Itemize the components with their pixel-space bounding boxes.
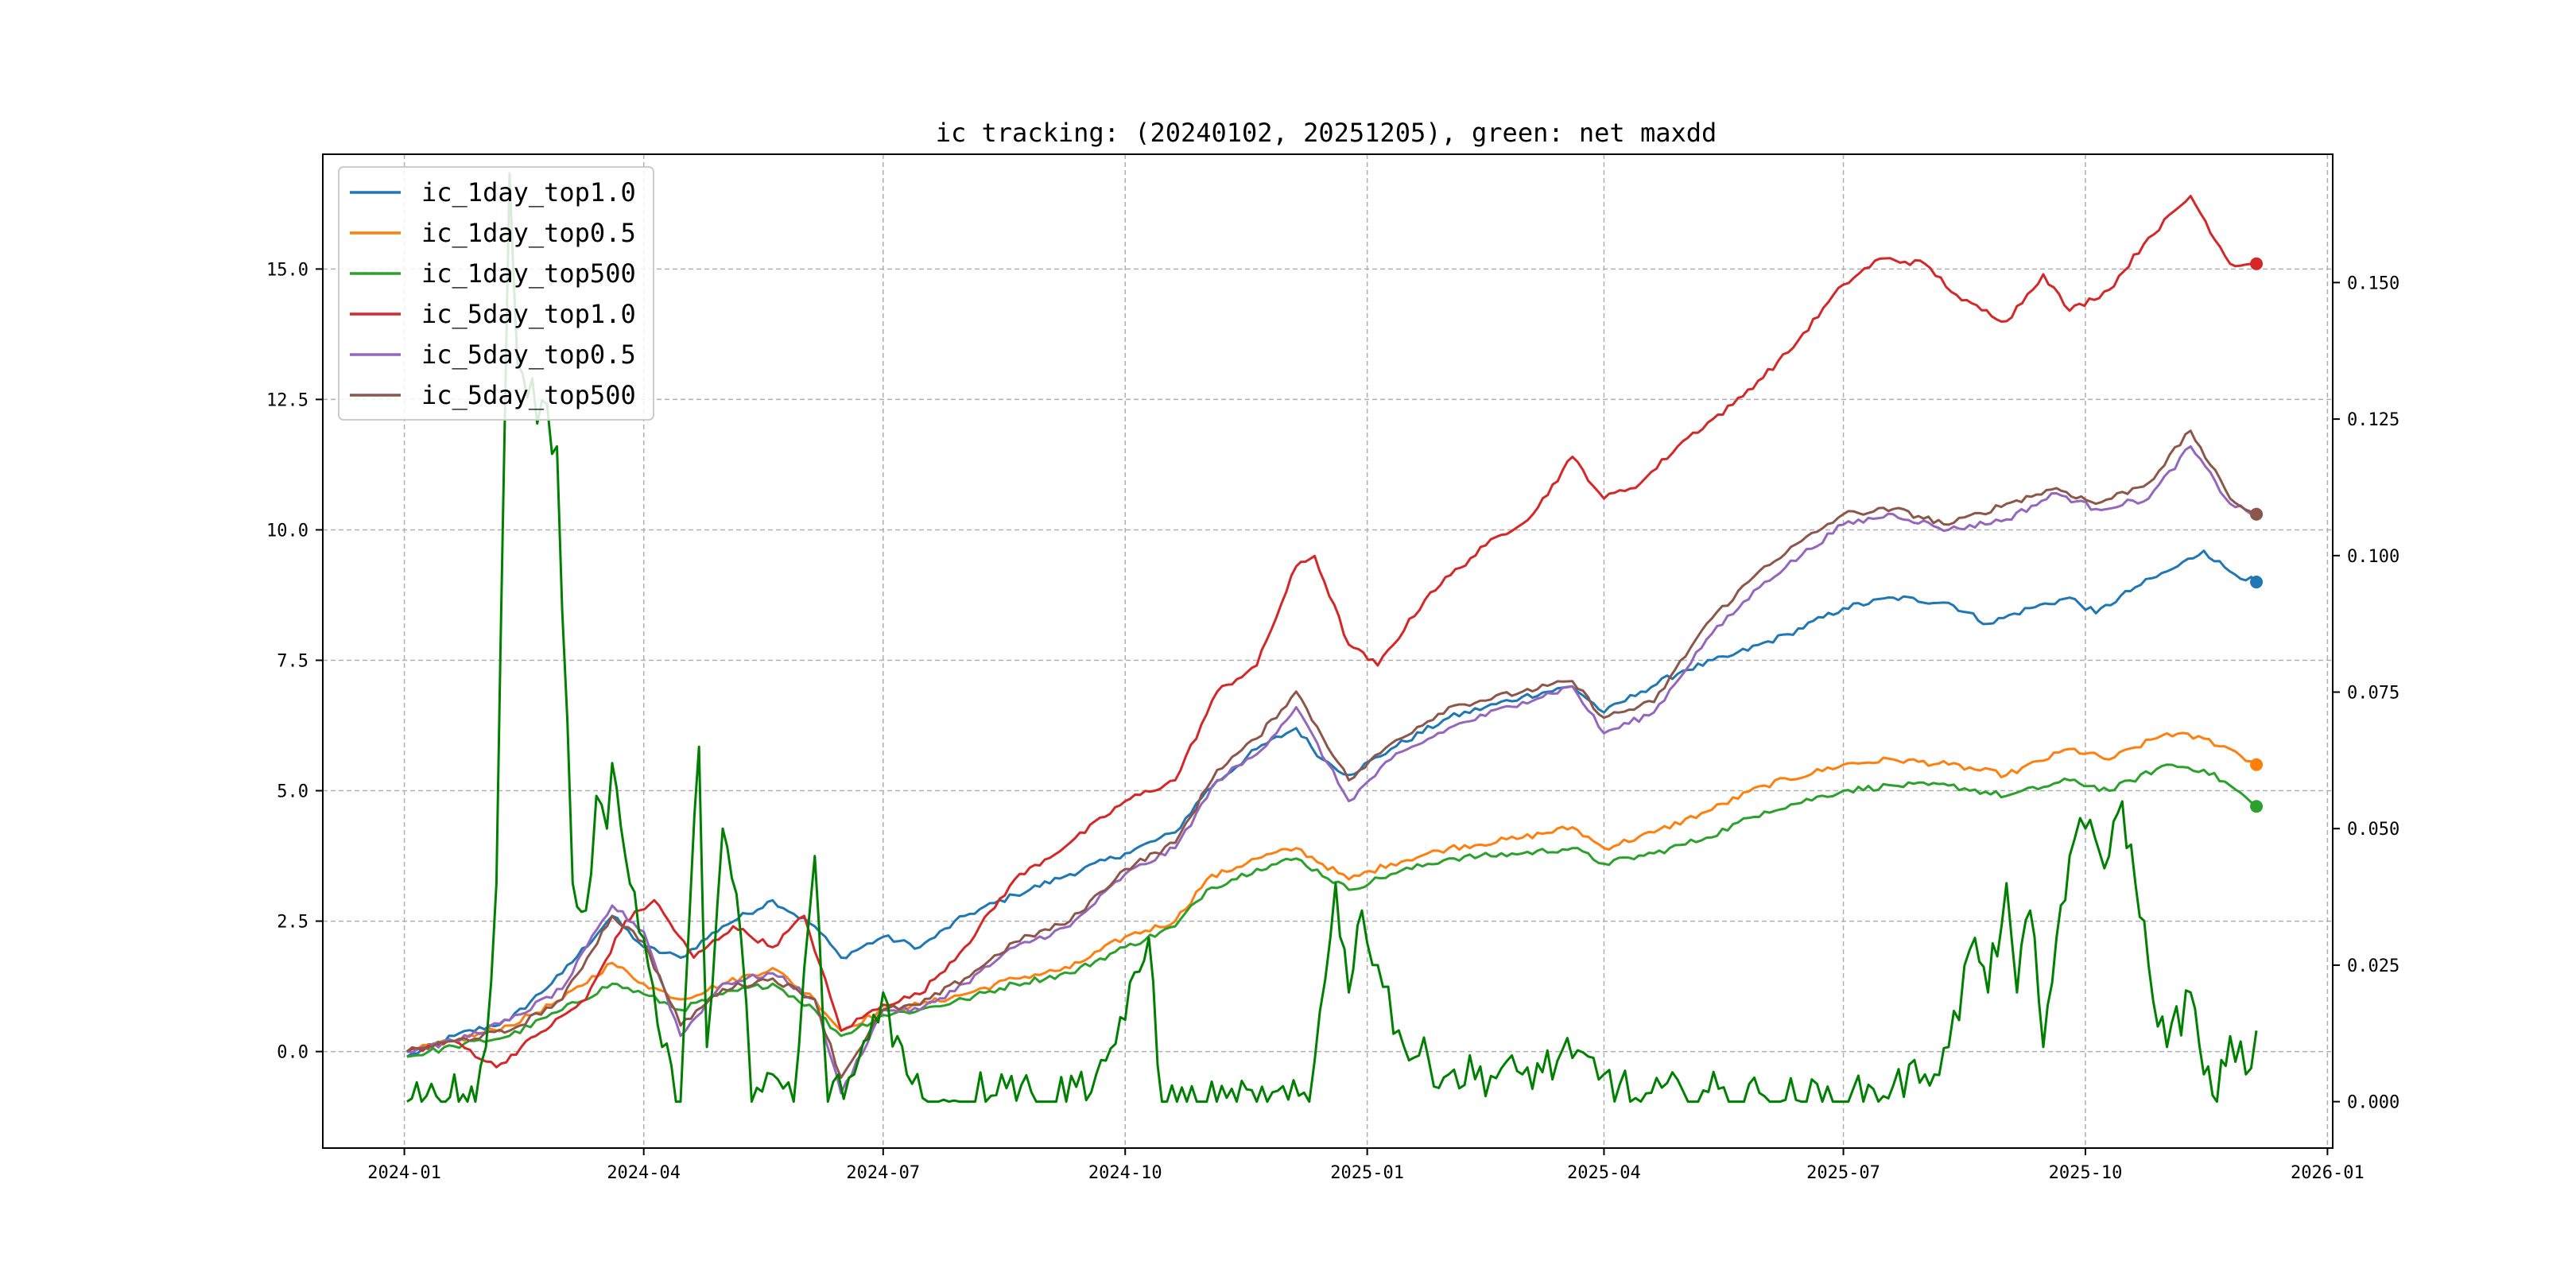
- legend-label: ic_5day_top1.0: [421, 299, 636, 329]
- y-tick-label-right: 0.150: [2347, 274, 2399, 293]
- series-line-ic-5day-top500: [405, 429, 2257, 1079]
- y-tick-label-right: 0.125: [2347, 410, 2399, 430]
- x-tick-label: 2025-04: [1567, 1163, 1641, 1183]
- series-end-marker: [2250, 257, 2264, 270]
- y-tick-label-right: 0.000: [2347, 1093, 2399, 1113]
- series-line-ic-5day-top0-5: [406, 445, 2257, 1095]
- y-axis-left: 0.0 2.5 5.0 7.5 10.0 12.5 15.0: [266, 260, 323, 1063]
- series-end-marker: [2250, 576, 2264, 589]
- x-tick-label: 2024-01: [367, 1163, 441, 1183]
- x-tick-label: 2024-07: [846, 1163, 920, 1183]
- legend-label: ic_1day_top500: [421, 258, 636, 289]
- series-line-ic-1day-top0-5: [406, 731, 2257, 1053]
- x-tick-label: 2026-01: [2291, 1163, 2365, 1183]
- y-tick-label-right: 0.050: [2347, 820, 2399, 840]
- series-lines: [405, 172, 2258, 1104]
- legend-label: ic_5day_top0.5: [421, 339, 636, 370]
- y-tick-label-right: 0.100: [2347, 547, 2399, 567]
- series-end-marker: [2250, 758, 2264, 771]
- y-tick-label-left: 0.0: [277, 1043, 308, 1063]
- end-markers: [2250, 257, 2264, 813]
- y-tick-label-left: 5.0: [277, 782, 308, 802]
- y-tick-label-left: 7.5: [277, 651, 308, 671]
- series-line-ic-1day-top1-0: [406, 549, 2258, 1058]
- legend-label: ic_1day_top1.0: [421, 177, 636, 208]
- y-tick-label-right: 0.025: [2347, 956, 2399, 976]
- legend-label: ic_1day_top0.5: [421, 218, 636, 248]
- plot-frame: [322, 153, 2334, 1149]
- series-line-net-maxdd: [406, 172, 2258, 1104]
- x-tick-label: 2024-10: [1088, 1163, 1162, 1183]
- y-axis-right: 0.000 0.025 0.050 0.075 0.100 0.125 0.150: [2333, 274, 2399, 1113]
- x-tick-label: 2025-10: [2049, 1163, 2123, 1183]
- series-end-marker: [2250, 800, 2264, 813]
- legend: ic_1day_top1.0 ic_1day_top0.5 ic_1day_top5…: [338, 166, 654, 421]
- x-tick-label: 2024-04: [607, 1163, 681, 1183]
- legend-label: ic_5day_top500: [421, 380, 636, 410]
- series-end-marker: [2250, 507, 2264, 521]
- x-axis: 2024-01 2024-04 2024-07 2024-10 2025-01 2025-…: [367, 1148, 2365, 1183]
- x-tick-label: 2025-07: [1806, 1163, 1880, 1183]
- x-tick-label: 2025-01: [1330, 1163, 1404, 1183]
- y-tick-label-left: 10.0: [266, 521, 308, 541]
- series-line-ic-5day-top1-0: [406, 195, 2257, 1069]
- chart-title: ic tracking: (20240102, 20251205), green…: [936, 118, 1717, 148]
- y-tick-label-left: 12.5: [266, 390, 308, 410]
- legend-box: [338, 166, 654, 421]
- y-tick-label-left: 15.0: [266, 260, 308, 280]
- grid: [323, 154, 2333, 1148]
- y-tick-label-left: 2.5: [277, 913, 308, 933]
- y-tick-label-right: 0.075: [2347, 684, 2399, 704]
- series-line-ic-1day-top500: [406, 763, 2257, 1058]
